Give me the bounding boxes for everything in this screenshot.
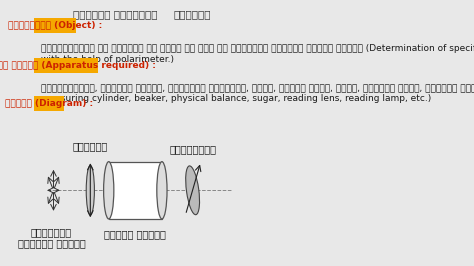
Text: with the help of polarimeter.): with the help of polarimeter.) [41, 55, 174, 64]
Text: चित्र (Diagram) :: चित्र (Diagram) : [5, 99, 93, 108]
Ellipse shape [157, 162, 167, 219]
FancyBboxPatch shape [34, 58, 99, 73]
Text: ध्रुवणमापी, प्रकाश स्रोत, मेसरिंग सिलेंडर, बीकर, भौतिक तुला, चीनी, रीडिंग लेंस, : ध्रुवणमापी, प्रकाश स्रोत, मेसरिंग सिलेंड… [41, 84, 474, 93]
Text: आवश्यक उपकरण (Apparatus required) :: आवश्यक उपकरण (Apparatus required) : [0, 61, 156, 70]
Ellipse shape [86, 165, 94, 215]
Text: एकवर्णी
प्रकाश स्रोत: एकवर्णी प्रकाश स्रोत [18, 227, 85, 248]
FancyBboxPatch shape [34, 18, 76, 33]
Text: ध्रुवक: ध्रुवक [73, 141, 108, 151]
Text: उद्देश्य (Object) :: उद्देश्य (Object) : [8, 21, 102, 30]
FancyBboxPatch shape [34, 96, 64, 111]
Text: दिनांक: दिनांक [174, 9, 211, 19]
Text: विश्लेषक: विश्लेषक [169, 144, 216, 154]
Text: सैंपल ट्यूब: सैंपल ट्यूब [104, 229, 166, 239]
Text: प्रयोग क्रमांक: प्रयोग क्रमांक [73, 9, 157, 19]
Text: measuring cylinder, beaker, physical balance, sugar, reading lens, reading lamp,: measuring cylinder, beaker, physical bal… [41, 94, 431, 103]
Bar [109, 162, 162, 219]
Ellipse shape [104, 162, 114, 219]
Ellipse shape [186, 166, 200, 215]
Text: ध्रुवणमापी की सहायता से चीनी के घोल का विशिष्ट घूर्णन ज्ञात करना। (Determination: ध्रुवणमापी की सहायता से चीनी के घोल का व… [41, 44, 474, 53]
